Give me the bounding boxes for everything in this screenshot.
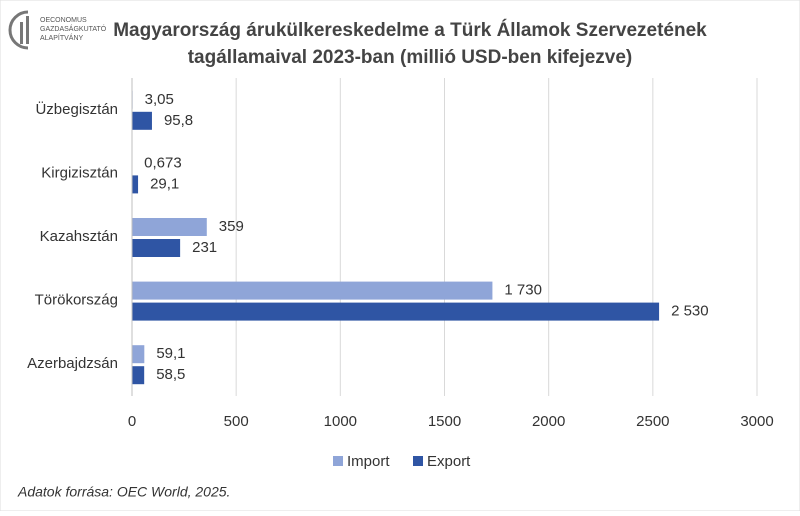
chart-title: Magyarország árukülkereskedelme a Türk Á… [113,19,707,41]
value-label: 58,5 [156,366,185,383]
bar [132,218,207,236]
value-label: 0,673 [144,154,182,171]
x-tick-label: 2500 [636,413,669,430]
value-label: 95,8 [164,112,193,129]
x-tick-label: 2000 [532,413,565,430]
value-label: 231 [192,239,217,256]
y-tick-label: Törökország [35,292,118,309]
logo-text: GAZDASÁGKUTATÓ [40,24,107,33]
chart-title: tagállamaival 2023-ban (millió USD-ben k… [188,47,633,68]
y-tick-label: Üzbegisztán [35,100,118,118]
bar [132,345,144,363]
y-tick-label: Kazahsztán [40,228,118,245]
value-label: 59,1 [156,345,185,362]
y-tick-label: Kirgizisztán [41,164,118,181]
bar [132,282,492,300]
logo-bar [26,16,29,44]
y-tick-label: Azerbajdzsán [27,355,118,372]
bar [132,366,144,384]
legend-swatch [413,456,423,466]
bar [132,303,659,321]
logo-text: ALAPÍTVÁNY [40,33,84,42]
value-label: 3,05 [145,91,174,108]
logo-bar [20,22,23,44]
x-tick-label: 500 [224,413,249,430]
value-label: 2 530 [671,303,709,320]
bar [132,239,180,257]
value-label: 29,1 [150,175,179,192]
value-label: 359 [219,218,244,235]
bar [132,112,152,130]
logo-text: OECONOMUS [40,17,87,24]
bar [132,175,138,193]
legend-label: Import [347,453,390,470]
legend-swatch [333,456,343,466]
x-tick-label: 1000 [324,413,357,430]
x-tick-label: 3000 [740,413,773,430]
source-note: Adatok forrása: OEC World, 2025. [17,484,230,500]
x-tick-label: 0 [128,413,136,430]
x-tick-label: 1500 [428,413,461,430]
value-label: 1 730 [504,282,542,299]
legend-label: Export [427,453,471,470]
